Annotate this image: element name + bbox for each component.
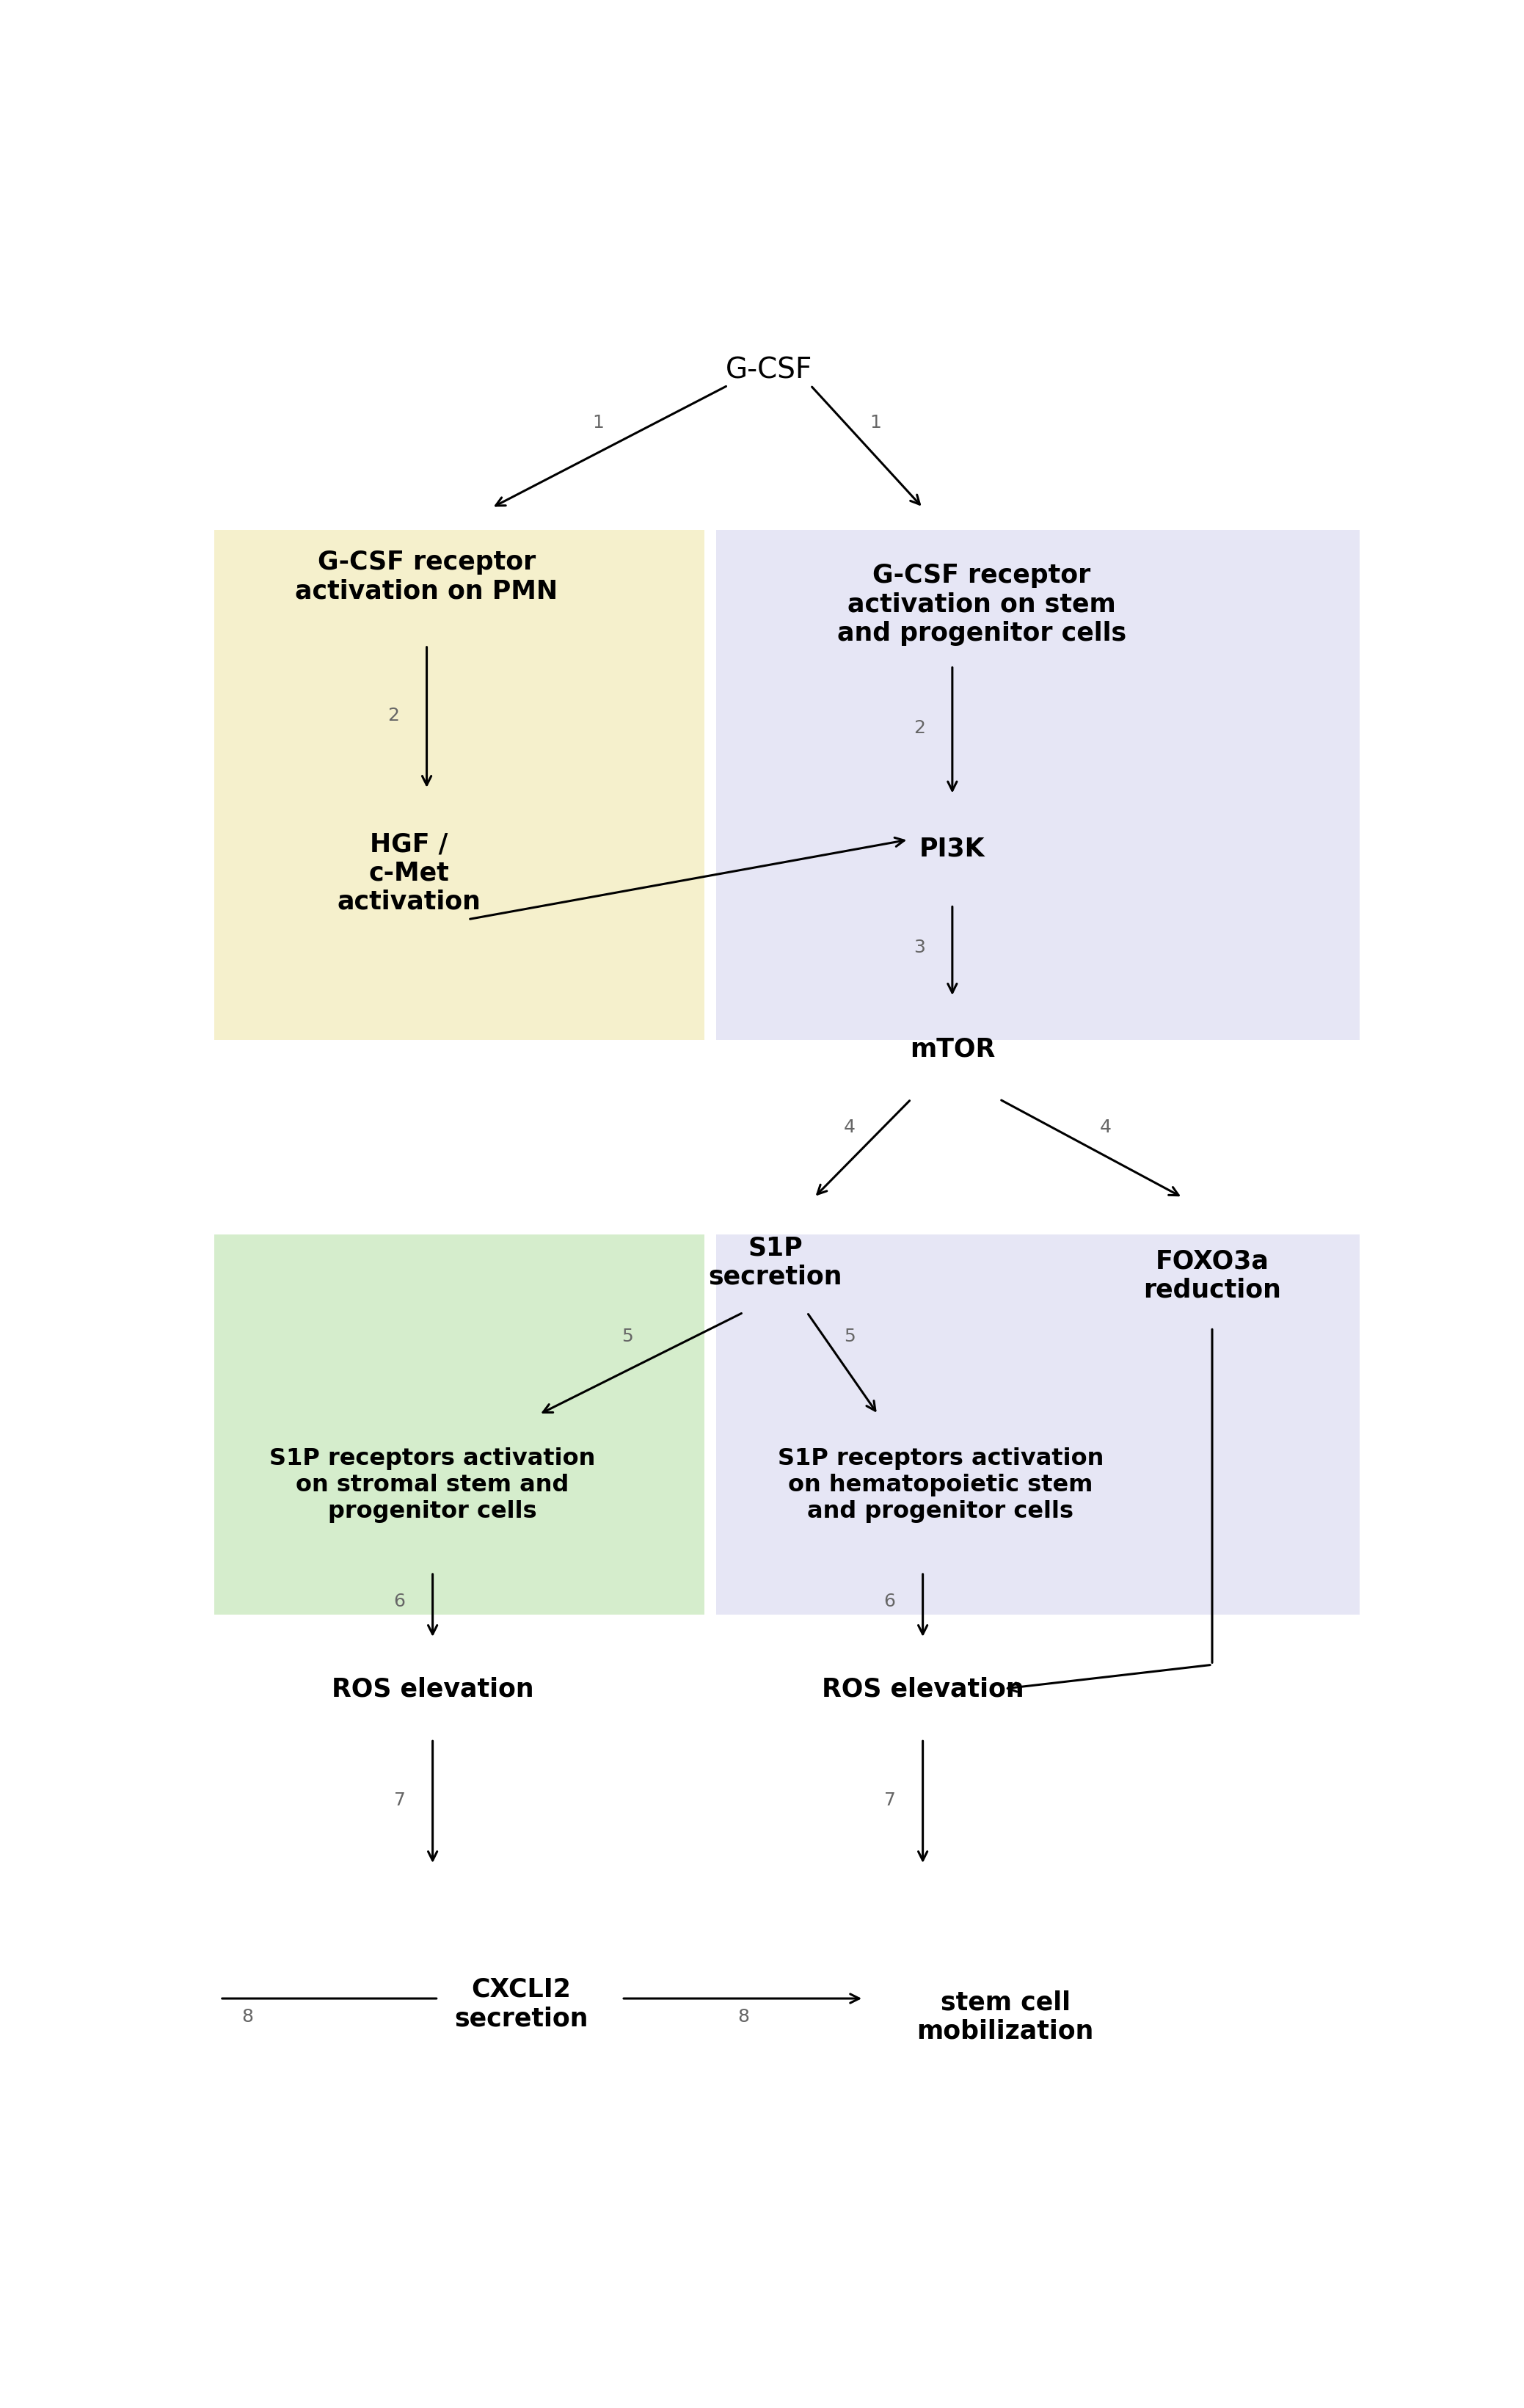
- Text: S1P receptors activation
on stromal stem and
progenitor cells: S1P receptors activation on stromal stem…: [270, 1447, 596, 1522]
- Text: 5: 5: [622, 1327, 634, 1346]
- Text: G-CSF: G-CSF: [725, 356, 812, 385]
- Text: 2: 2: [913, 720, 925, 737]
- Text: 2: 2: [387, 706, 399, 725]
- Bar: [716, 530, 1359, 1040]
- Bar: [213, 530, 704, 1040]
- Bar: [716, 1235, 1359, 1616]
- Bar: [213, 1235, 704, 1616]
- Text: 7: 7: [393, 1792, 405, 1808]
- Text: G-CSF receptor
activation on stem
and progenitor cells: G-CSF receptor activation on stem and pr…: [837, 563, 1126, 645]
- Text: PI3K: PI3K: [919, 836, 985, 862]
- Text: 3: 3: [913, 939, 925, 956]
- Text: 6: 6: [884, 1594, 896, 1611]
- Text: stem cell
mobilization: stem cell mobilization: [917, 1989, 1094, 2044]
- Text: 1: 1: [870, 414, 881, 431]
- Text: ROS elevation: ROS elevation: [821, 1676, 1024, 1702]
- Text: 5: 5: [844, 1327, 855, 1346]
- Text: G-CSF receptor
activation on PMN: G-CSF receptor activation on PMN: [296, 549, 558, 604]
- Text: 8: 8: [738, 2008, 750, 2025]
- Text: mTOR: mTOR: [910, 1038, 995, 1062]
- Text: 6: 6: [393, 1594, 405, 1611]
- Text: HGF /
c-Met
activation: HGF / c-Met activation: [337, 831, 482, 915]
- Text: 4: 4: [1100, 1117, 1111, 1137]
- Text: 7: 7: [884, 1792, 896, 1808]
- Text: S1P
secretion: S1P secretion: [709, 1235, 843, 1288]
- Text: ROS elevation: ROS elevation: [332, 1676, 533, 1702]
- Text: 1: 1: [593, 414, 604, 431]
- Text: CXCLI2
secretion: CXCLI2 secretion: [454, 1977, 588, 2030]
- Text: 8: 8: [241, 2008, 253, 2025]
- Text: 4: 4: [844, 1117, 855, 1137]
- Text: S1P receptors activation
on hematopoietic stem
and progenitor cells: S1P receptors activation on hematopoieti…: [777, 1447, 1103, 1522]
- Text: FOXO3a
reduction: FOXO3a reduction: [1143, 1247, 1282, 1303]
